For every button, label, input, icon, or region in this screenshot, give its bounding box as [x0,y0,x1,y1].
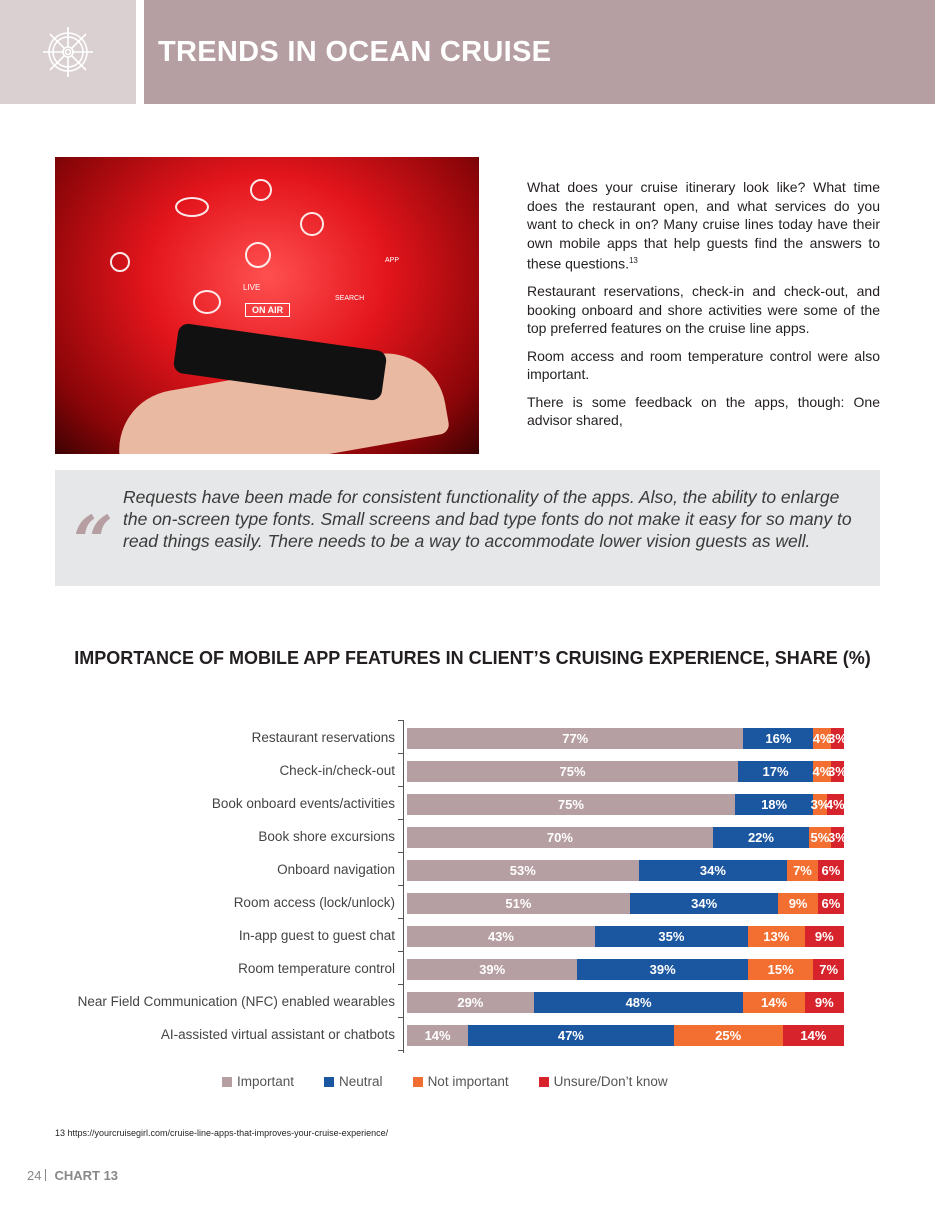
pull-quote: “ Requests have been made for consistent… [55,470,880,586]
category-label: Onboard navigation [277,862,395,877]
page-footer: 24 CHART 13 [27,1168,118,1183]
live-label: LIVE [243,283,261,292]
legend-item: Unsure/Don’t know [538,1074,668,1089]
bar-segment-important: 51% [407,893,630,914]
bar-segment-unsure-don-t-know: 3% [828,827,847,848]
bar-segment-not-important: 4% [813,761,831,782]
chart-title: IMPORTANCE OF MOBILE APP FEATURES IN CLI… [74,648,871,668]
legend-swatch [412,1077,423,1087]
bar-segment-not-important: 9% [778,893,818,914]
axis-tick [398,1050,403,1051]
bar-segment-neutral: 34% [638,860,788,881]
bar-segment-important: 70% [407,827,713,848]
axis-tick [398,720,403,721]
bar-segment-important: 29% [407,992,534,1013]
ship-wheel-icon [43,27,93,77]
header-icon-box [0,0,136,104]
axis-tick [398,885,403,886]
hero-photo: ON AIR LIVE APP SEARCH [55,157,479,454]
axis-tick [398,984,403,985]
bar-segment-not-important: 5% [809,827,831,848]
page-title: TRENDS IN OCEAN CRUISE [158,36,552,68]
legend-swatch [538,1077,549,1087]
bar-segment-neutral: 47% [468,1025,674,1046]
bar-segment-neutral: 18% [734,794,814,815]
axis-tick [398,753,403,754]
axis-tick [398,951,403,952]
bar-segment-important: 43% [407,926,595,947]
axis-tick [398,918,403,919]
category-label: Near Field Communication (NFC) enabled w… [77,994,395,1009]
search-label: SEARCH [335,295,365,302]
bar-segment-not-important: 7% [787,860,818,881]
bar-segment-important: 39% [407,959,578,980]
category-label: AI-assisted virtual assistant or chatbot… [160,1027,395,1042]
bar-segment-neutral: 16% [743,728,814,749]
bar-segment-important: 14% [407,1025,469,1046]
bar-segment-unsure-don-t-know: 4% [826,794,845,815]
category-label: Room access (lock/unlock) [233,895,395,910]
bar-segment-unsure-don-t-know: 9% [804,992,844,1013]
bar-segment-not-important: 3% [811,794,829,815]
bar-segment-important: 75% [407,794,735,815]
legend-label: Unsure/Don’t know [553,1074,668,1089]
quote-mark-icon: “ [73,500,114,583]
chart-label: CHART 13 [54,1168,119,1183]
axis-tick [398,819,403,820]
bar-segment-unsure-don-t-know: 3% [828,761,847,782]
bar-segment-not-important: 14% [743,992,805,1013]
bar-segment-not-important: 25% [673,1025,783,1046]
category-label: Room temperature control [238,961,395,976]
bar-segment-unsure-don-t-know: 14% [782,1025,844,1046]
bar-segment-neutral: 48% [533,992,744,1013]
category-label: Restaurant reservations [251,730,395,745]
bar-segment-unsure-don-t-know: 3% [828,728,847,749]
legend-label: Neutral [339,1074,383,1089]
intro-paragraph: What does your cruise itinerary look lik… [527,179,880,272]
axis-tick [398,1017,403,1018]
footnote: 13 https://yourcruisegirl.com/cruise-lin… [55,1128,389,1138]
footnote-ref: 13 [628,256,638,265]
bar-segment-neutral: 35% [594,926,748,947]
intro-text: What does your cruise itinerary look lik… [527,178,880,439]
legend-item: Not important [412,1074,509,1089]
axis-tick [398,786,403,787]
bar-segment-important: 75% [407,761,739,782]
bar-segment-neutral: 34% [629,893,779,914]
intro-paragraph: There is some feedback on the apps, thou… [527,393,880,429]
bar-segment-unsure-don-t-know: 6% [817,893,844,914]
category-label: In-app guest to guest chat [238,928,395,943]
category-label: Book onboard events/activities [211,796,395,811]
on-air-label: ON AIR [245,303,291,317]
legend-item: Neutral [324,1074,383,1089]
header-bar: TRENDS IN OCEAN CRUISE [144,0,935,104]
bar-segment-unsure-don-t-know: 7% [813,959,844,980]
page-number: 24 [27,1168,42,1183]
legend-label: Not important [427,1074,509,1089]
intro-paragraph: Room access and room temperature control… [527,347,880,383]
bar-segment-neutral: 39% [577,959,748,980]
legend-swatch [222,1077,232,1087]
category-label: Check-in/check-out [279,763,395,778]
bar-segment-not-important: 15% [747,959,814,980]
axis-tick [398,852,403,853]
category-label: Book shore excursions [258,829,395,844]
bar-segment-unsure-don-t-know: 6% [817,860,844,881]
app-label: APP [385,257,400,264]
bar-segment-not-important: 13% [747,926,805,947]
intro-paragraph: Restaurant reservations, check-in and ch… [527,283,880,337]
chart-legend: Important Neutral Not important Unsure/Don’… [222,1074,668,1089]
bar-segment-important: 77% [407,728,744,749]
bar-segment-important: 53% [407,860,639,881]
bar-segment-neutral: 22% [712,827,810,848]
legend-label: Important [237,1074,295,1089]
bar-segment-unsure-don-t-know: 9% [804,926,844,947]
quote-text: Requests have been made for consistent f… [123,487,852,551]
legend-item: Important [222,1074,294,1089]
bar-segment-not-important: 4% [813,728,832,749]
legend-swatch [324,1077,335,1087]
y-axis [403,720,404,1053]
bar-segment-neutral: 17% [738,761,814,782]
